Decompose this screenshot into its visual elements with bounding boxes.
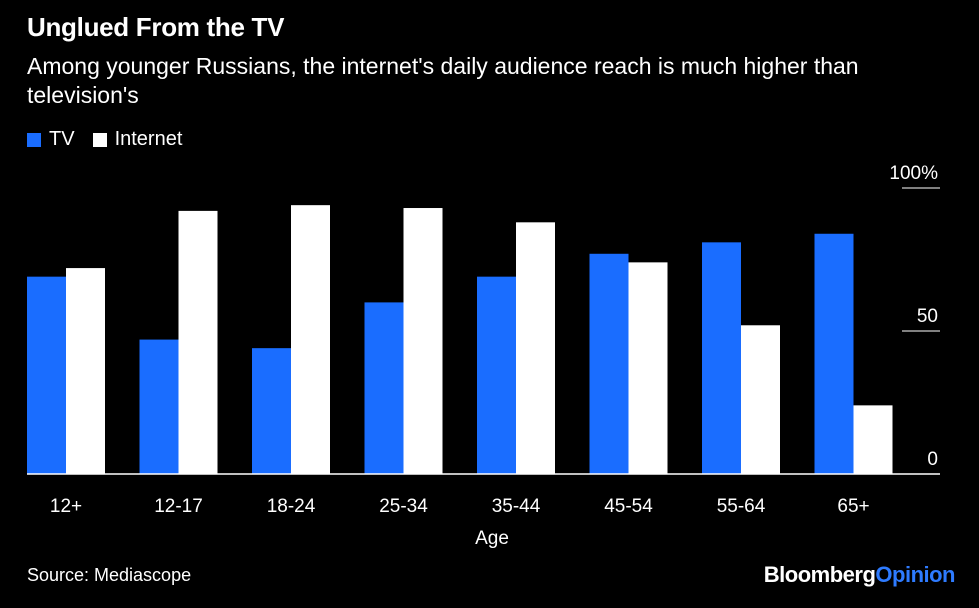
bar-tv-55-64 [702,242,741,474]
bar-tv-35-44 [477,276,516,474]
legend-label-tv: TV [49,128,75,150]
y-tick-label: 50 [917,306,938,327]
bar-tv-65+ [814,233,854,474]
x-tick-label: 25-34 [379,496,428,517]
x-tick-label: 55-64 [717,496,766,517]
bar-internet-35-44 [516,222,555,474]
bar-tv-18-24 [252,348,291,474]
x-axis-title: Age [475,528,509,549]
brand-logo-part2: Opinion [875,562,955,587]
x-tick-label: 65+ [837,496,869,517]
bar-tv-12+ [27,276,66,474]
y-tick-label: 0 [927,449,938,470]
legend-item-internet: Internet [92,128,183,151]
bar-internet-12-17 [178,210,218,474]
y-tick-label: 100% [889,163,938,184]
bar-tv-25-34 [364,302,404,474]
legend-swatch-tv [27,132,41,147]
x-tick-label: 45-54 [604,496,653,517]
bar-internet-25-34 [403,208,443,474]
brand-logo-part1: Bloomberg [763,562,876,587]
x-tick-label: 12-17 [154,496,203,517]
legend-label-internet: Internet [114,128,183,150]
chart-subtitle: Among younger Russians, the internet's d… [27,53,859,108]
legend-swatch-internet [92,132,107,147]
bar-internet-12+ [66,268,105,474]
source-note: Source: Mediascope [27,565,192,585]
brand-logo: BloombergOpinion [763,562,956,588]
bar-internet-45-54 [628,262,668,474]
bar-internet-55-64 [741,325,780,474]
bar-tv-45-54 [589,253,629,474]
chart-title: Unglued From the TV [27,12,285,42]
bar-tv-12-17 [139,339,179,474]
legend-item-tv: TV [27,128,75,151]
x-tick-label: 18-24 [267,496,316,517]
legend: TV Internet [27,128,200,151]
x-tick-label: 12+ [50,496,82,517]
x-tick-label: 35-44 [492,496,541,517]
bar-internet-18-24 [291,205,330,474]
bar-internet-65+ [853,405,893,474]
